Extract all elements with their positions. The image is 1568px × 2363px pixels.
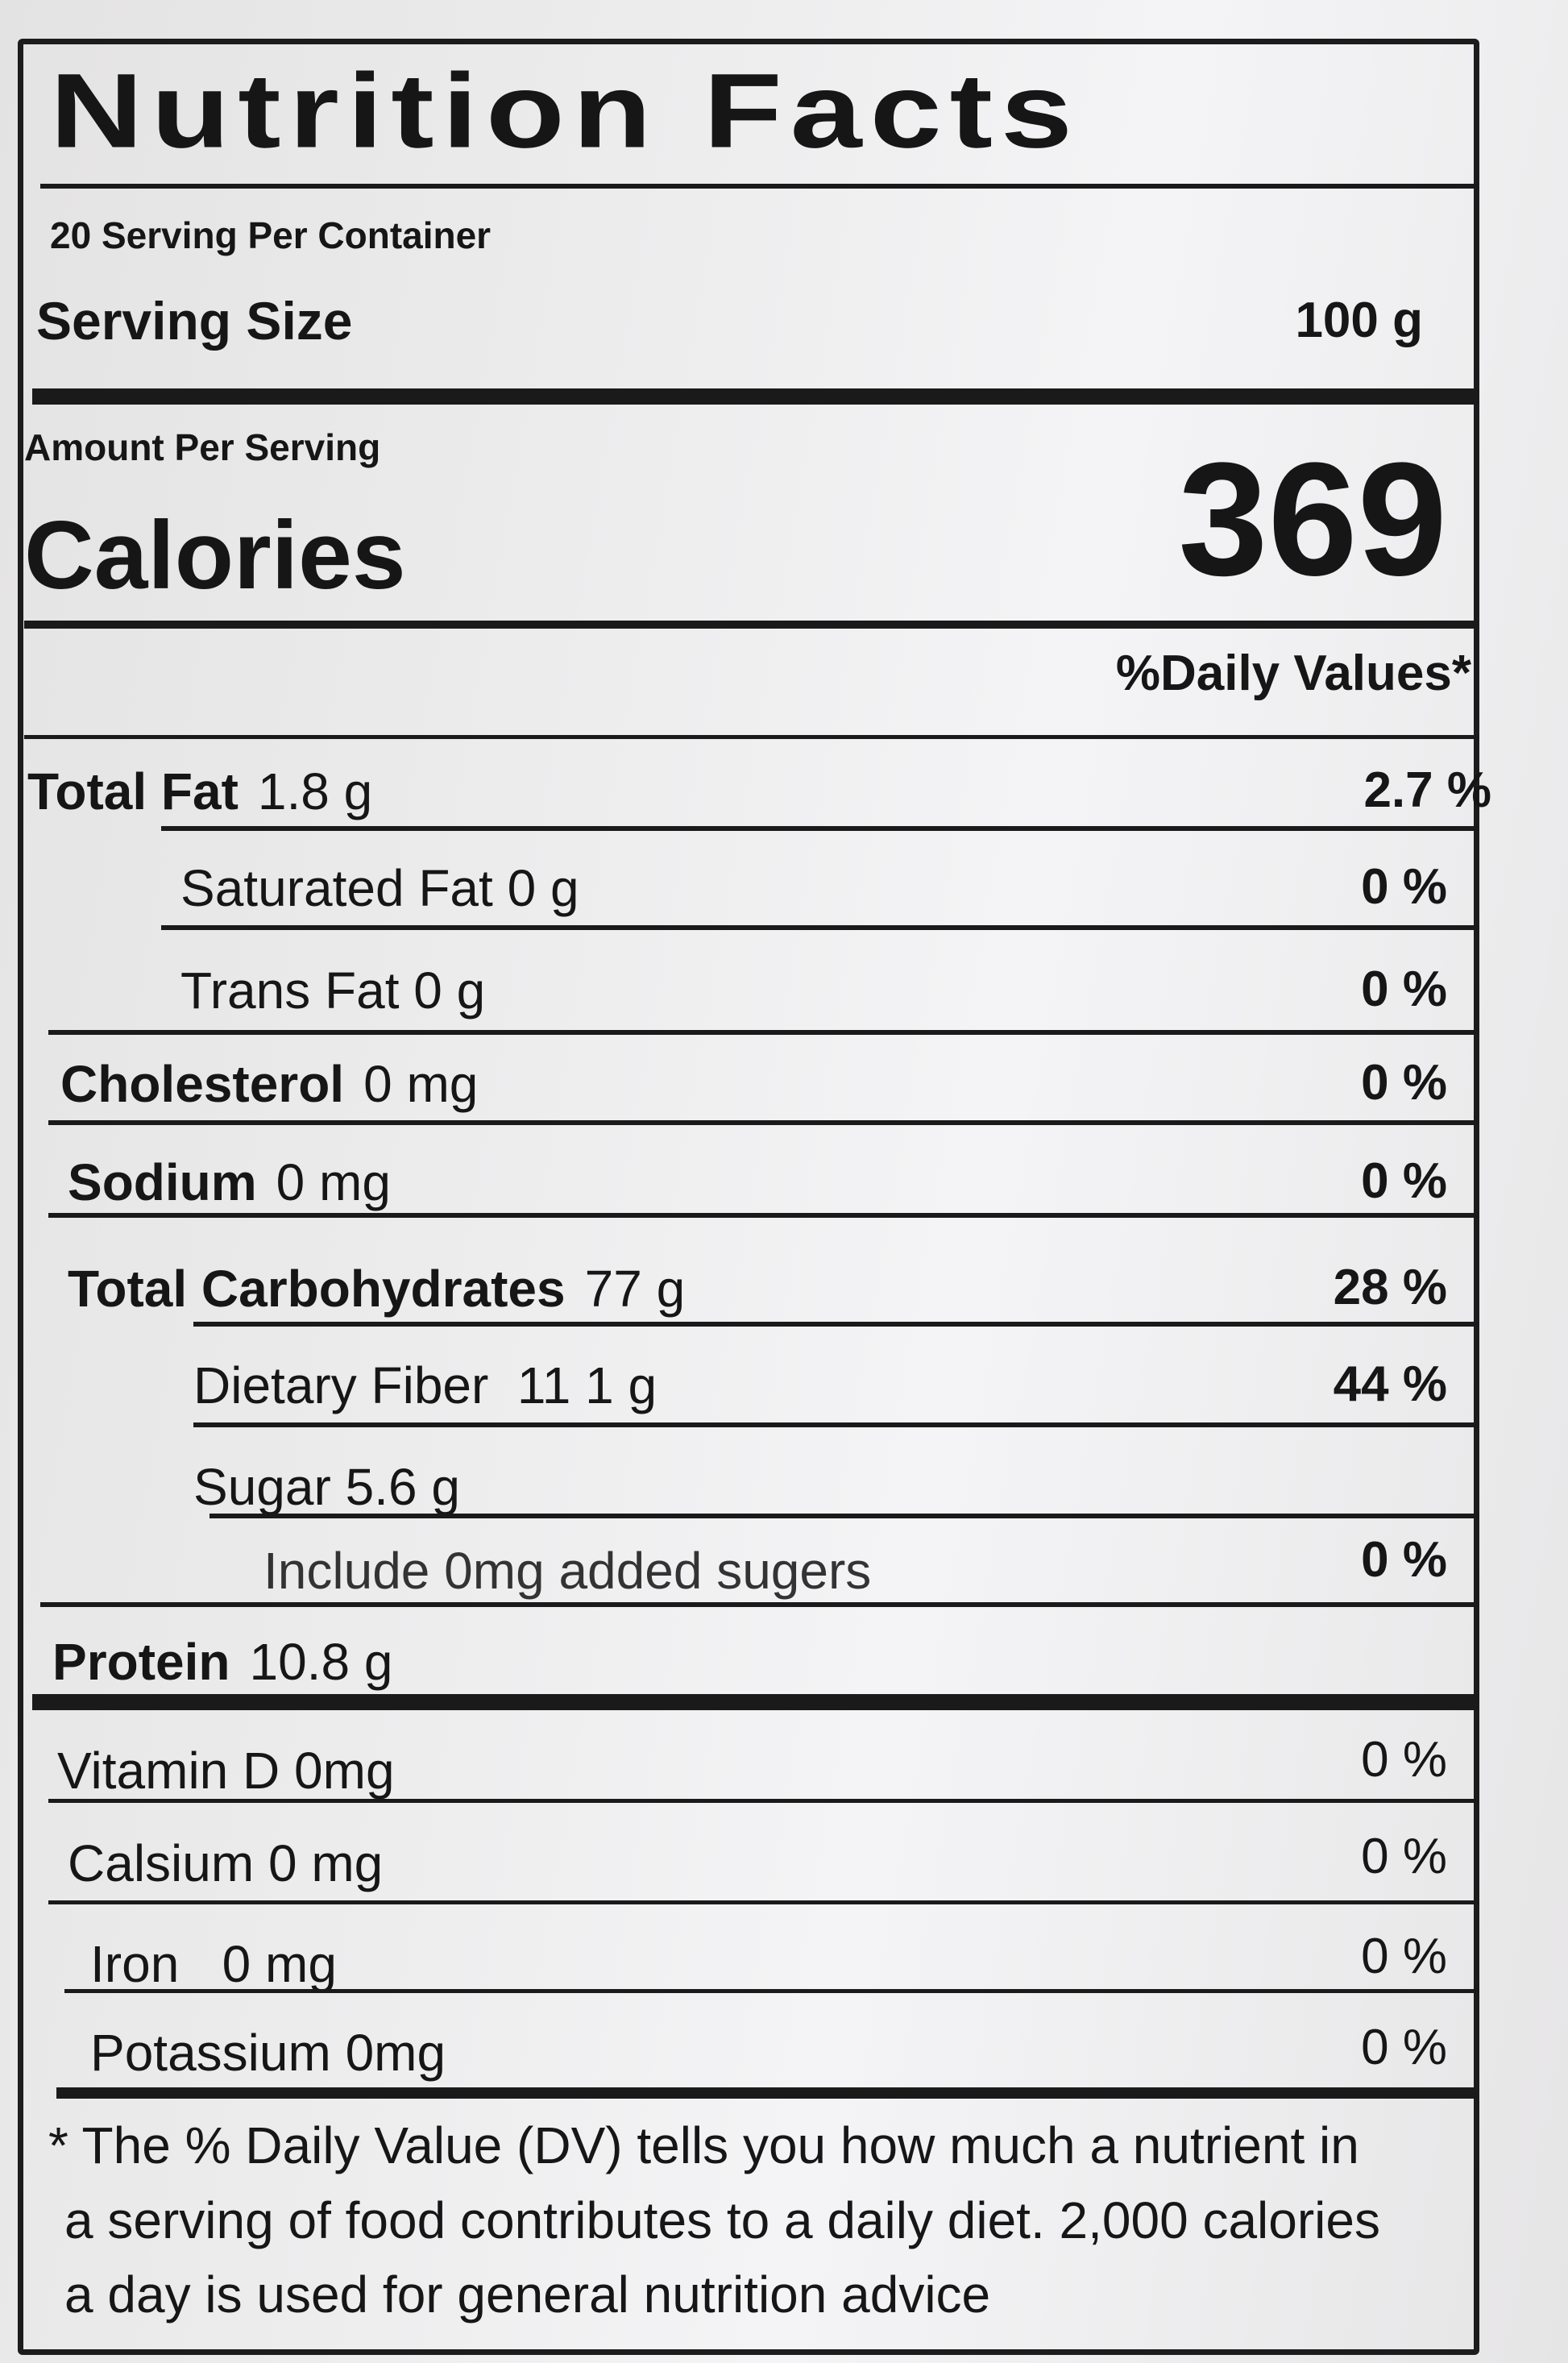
divider	[161, 826, 1479, 831]
divider	[40, 184, 1479, 189]
nutrient-row-protein: Protein 10.8 g	[52, 1632, 392, 1692]
nutrient-amount: 0 mg	[276, 1153, 391, 1211]
divider	[193, 1422, 1479, 1427]
nutrient-dv: 0 %	[1361, 1532, 1447, 1588]
nutrient-amount: 0 g	[413, 961, 486, 1020]
vitamin-dv: 0 %	[1361, 1929, 1447, 1984]
nutrient-name: Include 0mg added sugers	[263, 1542, 872, 1600]
nutrient-dv: 0 %	[1361, 1055, 1447, 1111]
nutrient-row-total-carbohydrates: Total Carbohydrates 77 g	[68, 1259, 685, 1319]
vitamin-dv: 0 %	[1361, 1732, 1447, 1788]
divider	[48, 1799, 1479, 1803]
nutrient-name: Saturated Fat	[180, 859, 493, 917]
nutrient-name: Total Fat	[27, 762, 239, 820]
nutrient-row-cholesterol: Cholesterol 0 mg	[60, 1054, 478, 1114]
serving-size-value: 100 g	[1295, 293, 1423, 348]
vitamin-row-vitamin-d: Vitamin D 0mg	[57, 1742, 395, 1800]
nutrient-name: Protein	[52, 1633, 230, 1691]
divider	[193, 1322, 1479, 1327]
divider	[24, 621, 1479, 629]
vitamin-dv: 0 %	[1361, 2020, 1447, 2075]
nutrient-row-added-sugars: Include 0mg added sugers	[263, 1541, 871, 1601]
nutrient-row-saturated-fat: Saturated Fat 0 g	[180, 858, 579, 918]
vitamin-row-iron: Iron 0 mg	[90, 1935, 337, 1993]
nutrient-name: Cholesterol	[60, 1055, 345, 1113]
divider	[161, 925, 1479, 930]
divider	[48, 1900, 1479, 1904]
nutrient-dv: 0 %	[1361, 1153, 1447, 1209]
amount-per-serving: Amount Per Serving	[24, 426, 381, 468]
nutrient-dv: 44 %	[1333, 1356, 1447, 1412]
thick-divider	[32, 388, 1479, 405]
nutrient-row-sodium: Sodium 0 mg	[68, 1152, 391, 1212]
calories-value: 369	[1178, 430, 1447, 609]
calories-label: Calories	[24, 501, 406, 609]
label-title: Nutrition Facts	[50, 51, 1081, 170]
nutrient-name: Sodium	[68, 1153, 257, 1211]
footnote-line-2: a serving of food contributes to a daily…	[64, 2191, 1380, 2249]
nutrient-name: Dietary Fiber	[193, 1356, 489, 1414]
divider	[48, 1213, 1479, 1218]
nutrient-dv: 2.7 %	[1363, 762, 1491, 818]
serving-size-label: Serving Size	[36, 291, 353, 351]
servings-per-container: 20 Serving Per Container	[50, 214, 492, 256]
divider	[48, 1120, 1479, 1125]
nutrient-name: Trans Fat	[180, 961, 400, 1020]
nutrient-dv: 0 %	[1361, 961, 1447, 1017]
nutrient-dv: 0 %	[1361, 859, 1447, 915]
footnote-line-1: * The % Daily Value (DV) tells you how m…	[48, 2116, 1359, 2174]
vitamin-dv: 0 %	[1361, 1829, 1447, 1884]
nutrient-amount: 5.6 g	[345, 1458, 460, 1516]
nutrient-row-dietary-fiber: Dietary Fiber 11 1 g	[193, 1356, 657, 1415]
nutrient-name: Sugar	[193, 1458, 331, 1516]
daily-values-header: %Daily Values*	[1115, 646, 1471, 701]
footnote-line-3: a day is used for general nutrition advi…	[64, 2265, 991, 2324]
nutrient-name: Total Carbohydrates	[68, 1260, 566, 1318]
thick-divider	[32, 1694, 1479, 1710]
divider	[40, 1602, 1479, 1607]
nutrient-row-sugar: Sugar 5.6 g	[193, 1457, 460, 1517]
divider	[48, 1030, 1479, 1035]
nutrient-amount: 1.8 g	[257, 762, 373, 820]
nutrient-amount: 10.8 g	[249, 1633, 393, 1691]
label-border	[18, 39, 1479, 2355]
divider	[209, 1514, 1479, 1518]
vitamin-row-calcium: Calsium 0 mg	[68, 1834, 384, 1892]
nutrient-dv: 28 %	[1333, 1260, 1447, 1315]
nutrient-amount: 0 mg	[363, 1055, 479, 1113]
nutrient-row-total-fat: Total Fat 1.8 g	[27, 762, 372, 821]
nutrient-row-trans-fat: Trans Fat 0 g	[180, 961, 485, 1020]
nutrient-amount: 11 1 g	[516, 1356, 657, 1414]
divider	[24, 735, 1479, 739]
divider	[64, 1989, 1479, 1993]
nutrient-amount: 0 g	[507, 859, 579, 917]
thick-divider	[56, 2087, 1479, 2099]
vitamin-row-potassium: Potassium 0mg	[90, 2024, 446, 2082]
nutrient-amount: 77 g	[584, 1260, 686, 1318]
